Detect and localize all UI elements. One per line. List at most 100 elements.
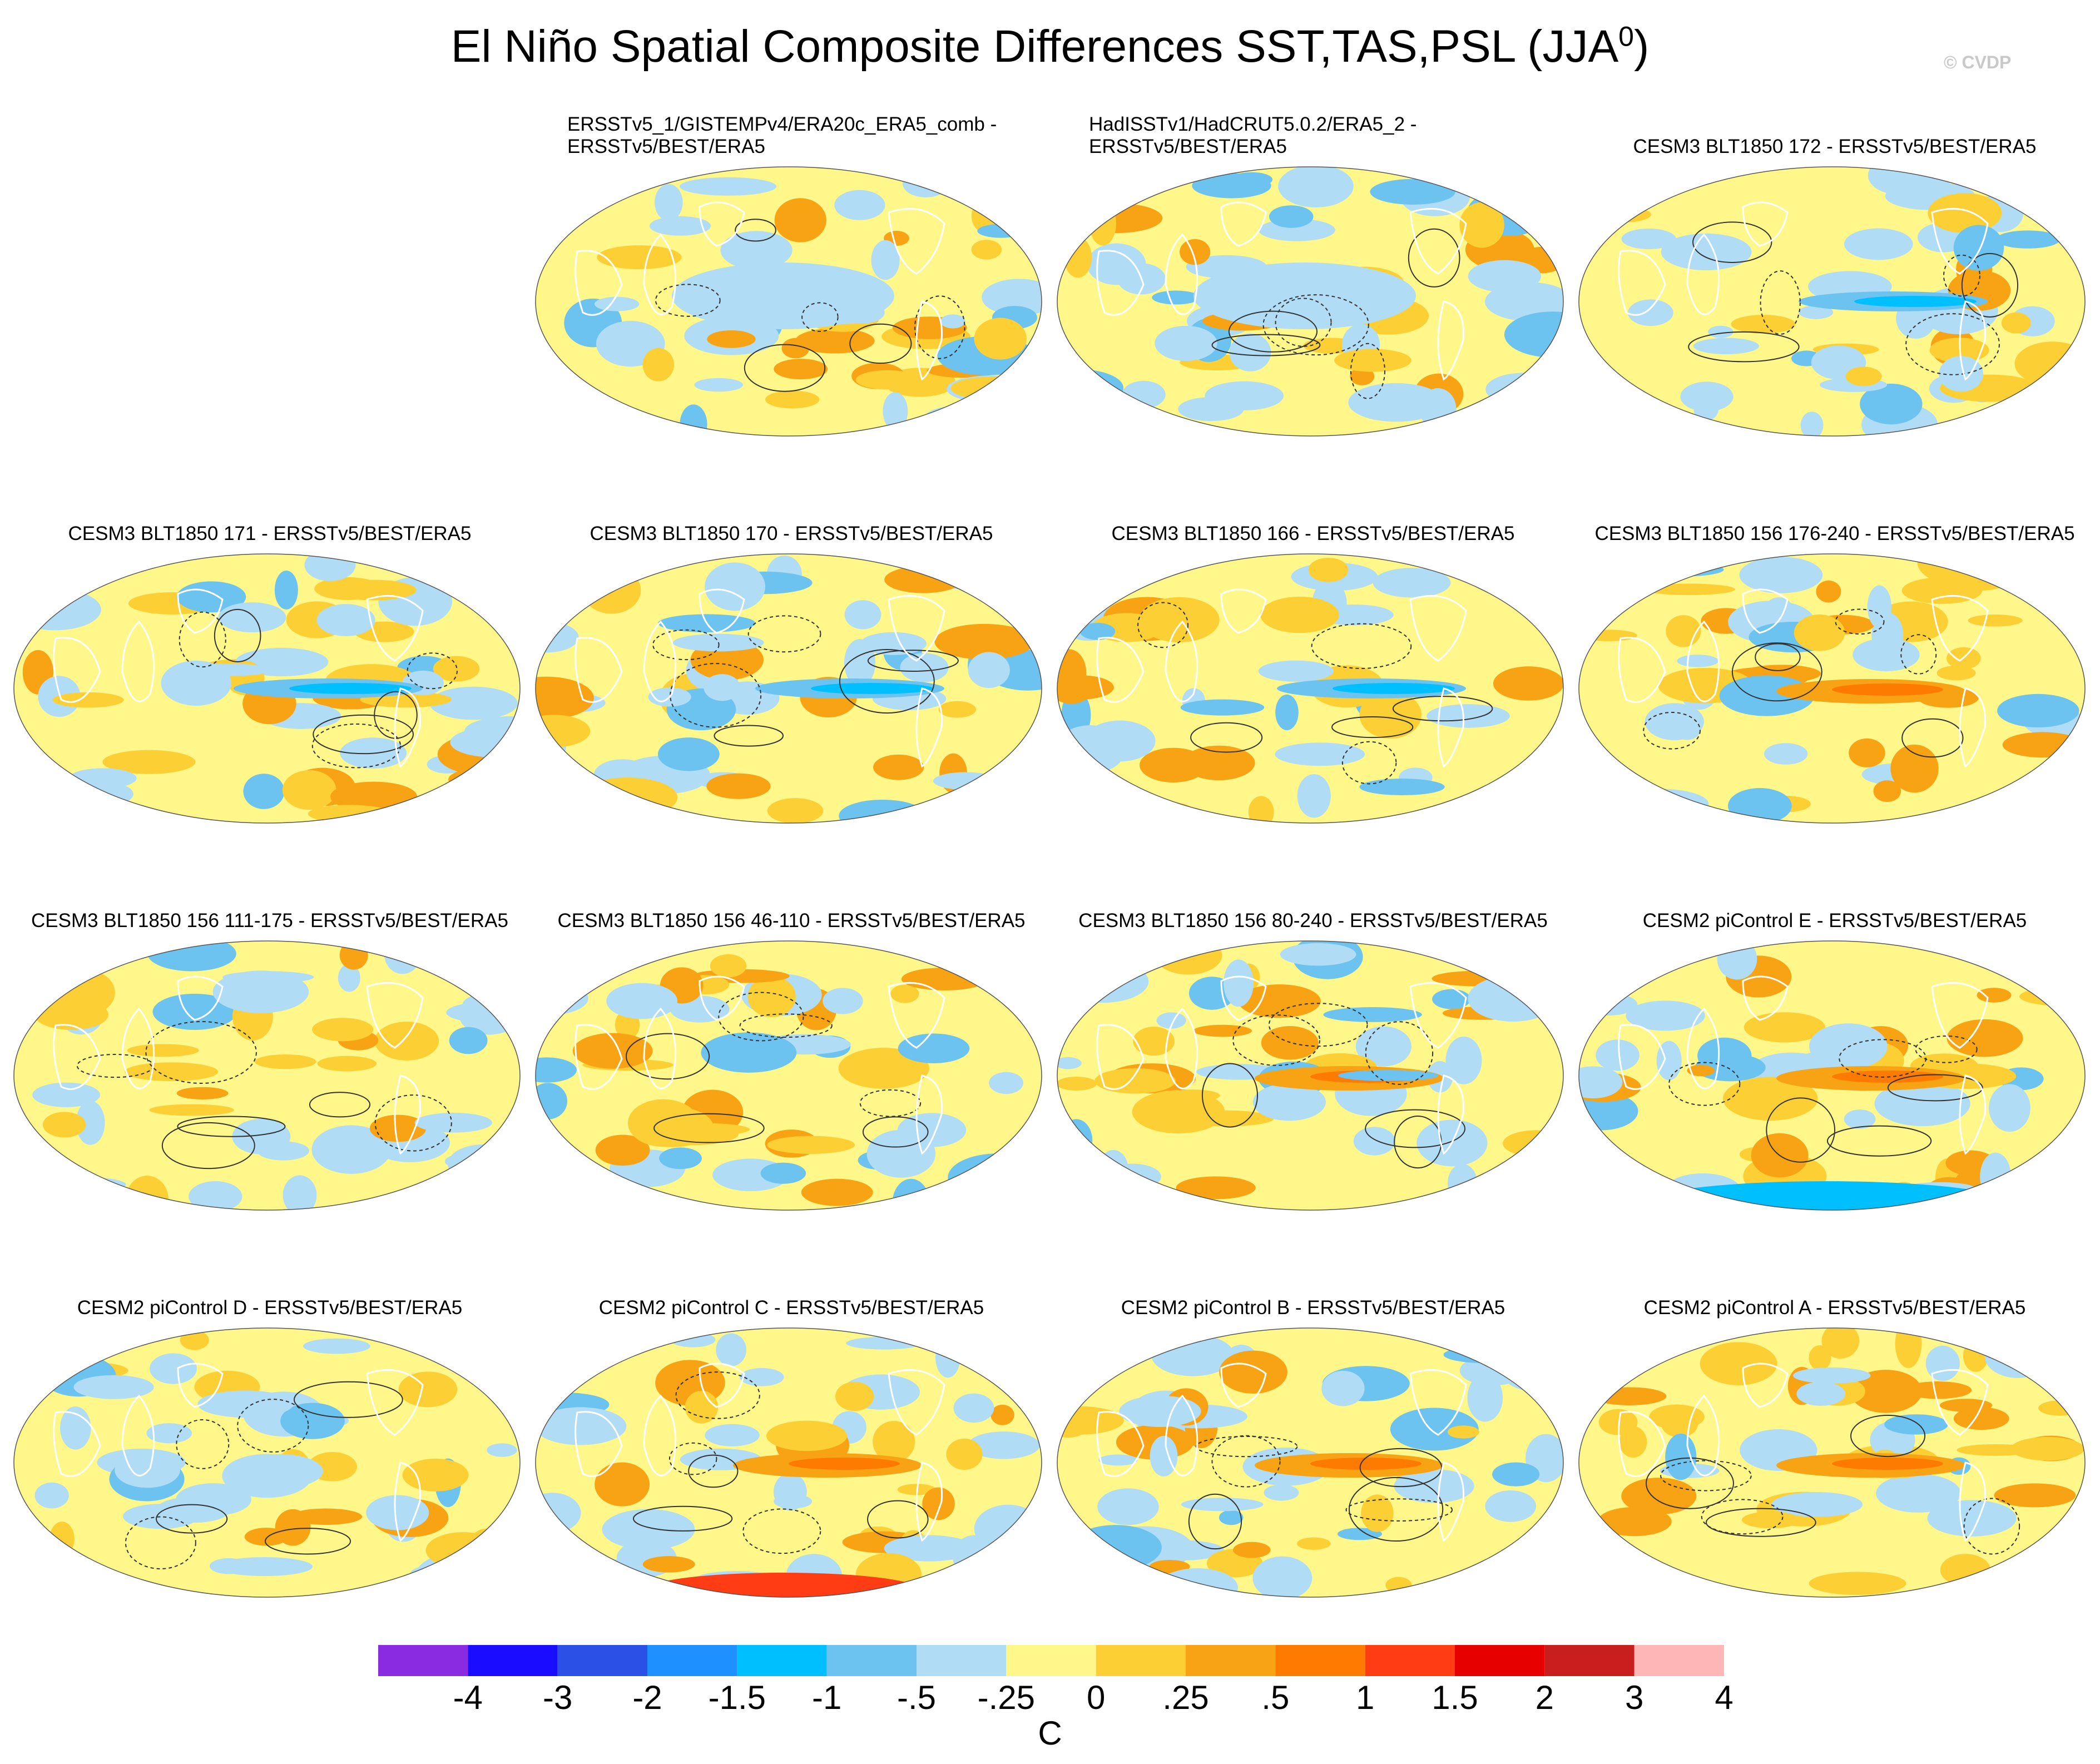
anomaly-patch <box>1591 206 1651 223</box>
anomaly-patch <box>1728 788 1792 823</box>
anomaly-patch <box>1264 1484 1299 1501</box>
psl-contour <box>747 615 821 653</box>
anomaly-patch <box>1057 960 1149 1003</box>
anomaly-patch <box>1597 1507 1672 1537</box>
anomaly-patch <box>642 348 675 381</box>
globe-map <box>13 553 521 824</box>
panel-title: CESM2 piControl B - ERSSTv5/BEST/ERA5 <box>1121 1297 1505 1319</box>
equatorial-anomaly <box>1854 296 1977 307</box>
coastline <box>177 588 224 634</box>
anomaly-patch <box>655 184 683 221</box>
anomaly-patch <box>1995 230 2061 249</box>
coastline <box>1165 620 1198 702</box>
coastline <box>1096 637 1145 703</box>
anomaly-patch <box>1057 725 1125 771</box>
anomaly-patch <box>1133 1027 1175 1056</box>
coastline <box>1959 687 1987 768</box>
anomaly-patch <box>398 1371 458 1408</box>
anomaly-patch <box>1904 1381 1972 1399</box>
colorbar <box>378 1645 1724 1676</box>
anomaly-patch <box>1604 562 1628 574</box>
coastline <box>1409 207 1467 275</box>
coastline <box>888 1369 945 1436</box>
coastline <box>915 1461 943 1542</box>
psl-contour <box>801 302 839 332</box>
anomaly-patch <box>338 964 360 992</box>
anomaly-patch <box>844 639 876 687</box>
psl-contour <box>1188 1493 1242 1550</box>
coastline <box>177 975 224 1021</box>
anomaly-patch <box>1953 225 2004 271</box>
anomaly-patch <box>1680 381 1734 412</box>
anomaly-patch <box>971 240 1002 260</box>
colorbar-box <box>1096 1645 1186 1676</box>
anomaly-patch <box>760 1162 806 1184</box>
anomaly-patch <box>1350 367 1375 385</box>
panel-title: CESM3 BLT1850 156 111-175 - ERSSTv5/BEST… <box>31 910 508 931</box>
anomaly-patch <box>610 1188 642 1208</box>
anomaly-patch <box>243 774 285 809</box>
anomaly-patch <box>679 177 777 196</box>
psl-contour <box>1311 623 1412 669</box>
anomaly-patch <box>1844 1109 1876 1129</box>
anomaly-patch <box>339 941 368 970</box>
anomaly-patch <box>1687 1064 1715 1077</box>
coastline <box>643 620 677 702</box>
anomaly-patch <box>1278 167 1354 208</box>
anomaly-patch <box>40 1177 126 1192</box>
anomaly-patch <box>125 1062 219 1082</box>
anomaly-patch <box>890 984 919 1003</box>
map-panel: HadISSTv1/HadCRUT5.0.2/ERA5_2 - ERSSTv5/B… <box>1054 100 1572 445</box>
globe-outline <box>13 1327 521 1598</box>
equatorial-anomaly <box>289 683 412 694</box>
panel-title: CESM3 BLT1850 170 - ERSSTv5/BEST/ERA5 <box>590 523 993 544</box>
colorbar-box <box>1186 1645 1276 1676</box>
coastline <box>888 594 945 662</box>
psl-contour <box>914 295 965 359</box>
colorbar-tick-label: -2 <box>632 1679 662 1716</box>
anomaly-patch <box>416 1553 501 1597</box>
map-panel: CESM2 piControl E - ERSSTv5/BEST/ERA5 <box>1576 874 2093 1219</box>
equatorial-anomaly <box>811 683 933 694</box>
anomaly-patch <box>303 1338 371 1354</box>
psl-contour <box>1643 711 1701 750</box>
anomaly-patch <box>973 561 1031 576</box>
anomaly-patch <box>968 1431 1040 1459</box>
anomaly-patch <box>1957 1444 2035 1456</box>
anomaly-patch <box>1845 366 1882 387</box>
coastline <box>888 207 945 275</box>
coastline <box>366 1369 424 1436</box>
anomaly-patch <box>536 594 578 615</box>
colorbar-box <box>378 1645 468 1676</box>
globe-outline <box>1578 166 2086 437</box>
psl-contour <box>655 284 721 317</box>
anomaly-patch <box>1353 1127 1395 1156</box>
anomaly-patch <box>998 1329 1042 1341</box>
anomaly-patch <box>76 1101 105 1145</box>
panel-title: CESM2 piControl C - ERSSTv5/BEST/ERA5 <box>598 1297 984 1319</box>
colorbar-box <box>647 1645 737 1676</box>
globe-outline <box>1057 553 1564 824</box>
anomaly-patch <box>149 1104 234 1116</box>
anomaly-patch <box>710 954 747 978</box>
anomaly-patch <box>1094 1068 1176 1094</box>
anomaly-patch <box>152 993 237 1030</box>
anomaly-patch <box>1579 630 1637 642</box>
anomaly-patch <box>844 600 881 630</box>
anomaly-patch <box>1579 392 1627 436</box>
anomaly-patch <box>1610 789 1709 819</box>
coastline <box>53 637 101 703</box>
colorbar-box <box>826 1645 917 1676</box>
anomaly-patch <box>1181 1498 1264 1512</box>
anomaly-patch <box>216 1557 313 1577</box>
figure-title: El Niño Spatial Composite Differences SS… <box>450 21 1650 72</box>
anomaly-patch <box>1579 791 1643 823</box>
antarctic-anomaly <box>644 1573 922 1597</box>
anomaly-patch <box>1925 1345 1960 1381</box>
anomaly-patch <box>49 1522 75 1557</box>
anomaly-patch <box>1504 786 1538 816</box>
anomaly-patch <box>1447 1425 1479 1439</box>
coastline <box>1618 637 1666 703</box>
anomaly-patch <box>1874 1081 1970 1126</box>
anomaly-patch <box>1192 173 1271 199</box>
